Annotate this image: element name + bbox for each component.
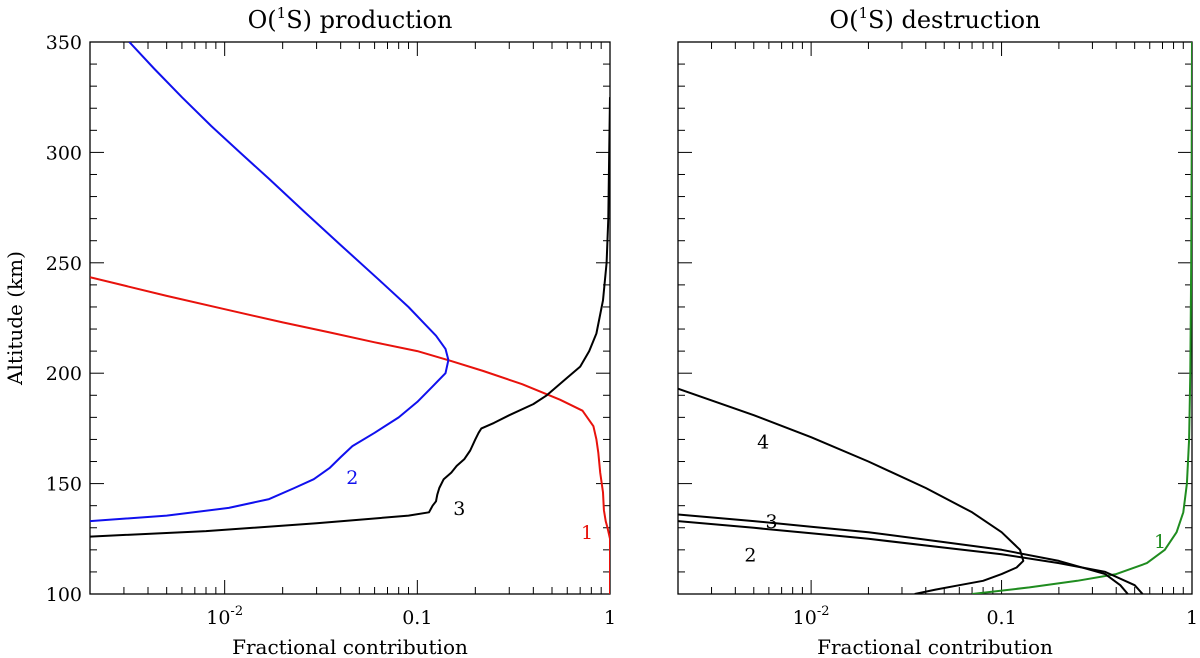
series-label-1: 1	[1154, 531, 1166, 553]
chart-title: O(1S) destruction	[829, 4, 1040, 34]
y-tick-label: 150	[46, 474, 82, 496]
chart-title-prefix: O(	[829, 6, 858, 34]
x-tick-label-exponent: -2	[817, 604, 830, 619]
series-label-2: 2	[744, 544, 756, 566]
x-tick-label-base: 10	[793, 607, 817, 629]
x-tick-label: 10-2	[206, 604, 243, 629]
series-line-3	[90, 97, 610, 538]
y-tick-label: 300	[46, 142, 82, 164]
series-label-1: 1	[581, 522, 593, 544]
y-tick-label: 250	[46, 253, 82, 275]
series-line-2	[678, 520, 1144, 594]
x-tick-label: 0.1	[402, 607, 432, 629]
series-line-2	[90, 42, 450, 523]
chart-title-superscript: 1	[277, 4, 287, 22]
chart-title: O(1S) production	[248, 4, 453, 34]
plot-frame	[89, 41, 611, 595]
chart-title-suffix: S) production	[286, 6, 452, 34]
x-tick-label-base: 0.1	[402, 607, 432, 629]
x-tick-label-base: 1	[1186, 607, 1198, 629]
chart-title-suffix: S) destruction	[868, 6, 1041, 34]
chart-title-superscript: 1	[858, 4, 868, 22]
x-axis-label: Fractional contribution	[817, 635, 1053, 658]
series-line-3	[678, 513, 1129, 594]
x-tick-label-exponent: -2	[230, 604, 243, 619]
y-tick-label: 350	[46, 32, 82, 54]
series-line-1	[971, 42, 1192, 594]
x-tick-label: 0.1	[986, 607, 1016, 629]
y-tick-label: 200	[46, 363, 82, 385]
plot-frame	[677, 41, 1193, 595]
series-line-4	[678, 387, 1025, 594]
x-tick-label-base: 10	[206, 607, 230, 629]
x-tick-label-base: 0.1	[986, 607, 1016, 629]
series-line-1	[90, 276, 610, 594]
y-axis-label: Altitude (km)	[3, 251, 27, 386]
series-label-2: 2	[346, 467, 358, 489]
x-tick-label: 10-2	[793, 604, 830, 629]
series-label-3: 3	[766, 511, 778, 533]
x-tick-label: 1	[604, 607, 616, 629]
x-tick-label-base: 1	[604, 607, 616, 629]
chart-title-prefix: O(	[248, 6, 277, 34]
series-label-4: 4	[757, 432, 769, 454]
x-axis-label: Fractional contribution	[232, 635, 468, 658]
series-label-3: 3	[453, 498, 465, 520]
x-tick-label: 1	[1186, 607, 1198, 629]
y-tick-label: 100	[46, 584, 82, 606]
